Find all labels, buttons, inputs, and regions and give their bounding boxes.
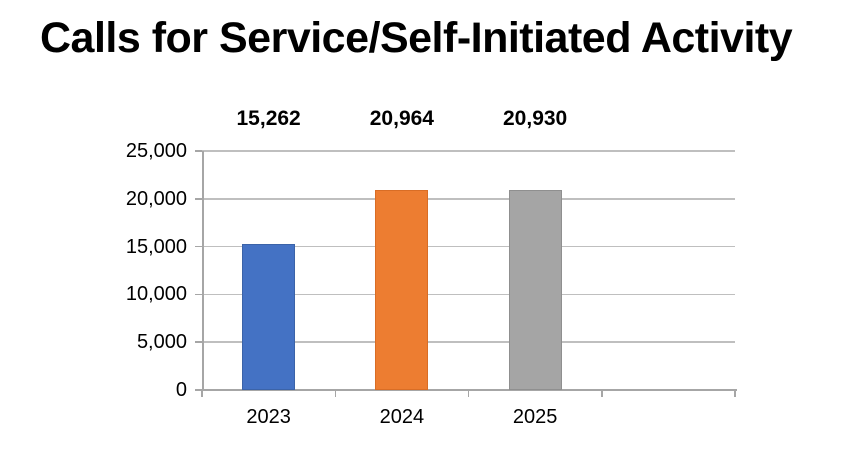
y-axis-tick	[195, 198, 202, 200]
y-axis-label: 5,000	[136, 331, 187, 354]
y-axis-label: 15,000	[125, 235, 187, 258]
y-axis-tick	[195, 245, 202, 248]
x-axis-tick	[467, 390, 470, 397]
x-axis-label-2024: 2024	[379, 406, 425, 428]
y-axis-tick	[195, 389, 202, 391]
bar-2023	[242, 244, 296, 390]
gridline	[202, 341, 735, 343]
chart-title: Calls for Service/Self-Initiated Activit…	[40, 14, 793, 62]
bar-2024	[375, 190, 429, 390]
value-label-2023: 15,262	[236, 107, 301, 130]
x-axis-tick	[734, 390, 736, 397]
y-axis-label: 25,000	[125, 140, 187, 162]
bar-2025	[508, 190, 562, 390]
gridline	[202, 245, 735, 248]
gridline	[202, 198, 735, 200]
gridline	[202, 150, 735, 152]
y-axis-tick	[195, 341, 202, 343]
y-axis-label: 20,000	[125, 187, 187, 210]
y-axis-label: 0	[175, 379, 187, 401]
value-label-2025: 20,930	[503, 107, 568, 130]
x-axis-label-2023: 2023	[246, 406, 291, 428]
x-axis-tick	[601, 390, 603, 397]
gridline	[202, 293, 735, 296]
value-label-2024: 20,964	[369, 107, 434, 130]
y-axis-tick	[195, 293, 202, 296]
y-axis-label: 10,000	[125, 283, 187, 306]
x-axis-label-2025: 2025	[512, 406, 558, 428]
y-axis-tick	[195, 150, 202, 152]
y-axis-line	[202, 151, 204, 390]
x-axis-tick	[201, 390, 203, 397]
x-axis-line	[202, 389, 737, 391]
x-axis-tick	[334, 390, 336, 397]
